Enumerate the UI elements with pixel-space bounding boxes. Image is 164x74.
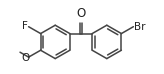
Text: O: O	[76, 7, 86, 20]
Text: O: O	[21, 53, 30, 63]
Text: Br: Br	[134, 22, 146, 32]
Text: F: F	[22, 21, 28, 31]
